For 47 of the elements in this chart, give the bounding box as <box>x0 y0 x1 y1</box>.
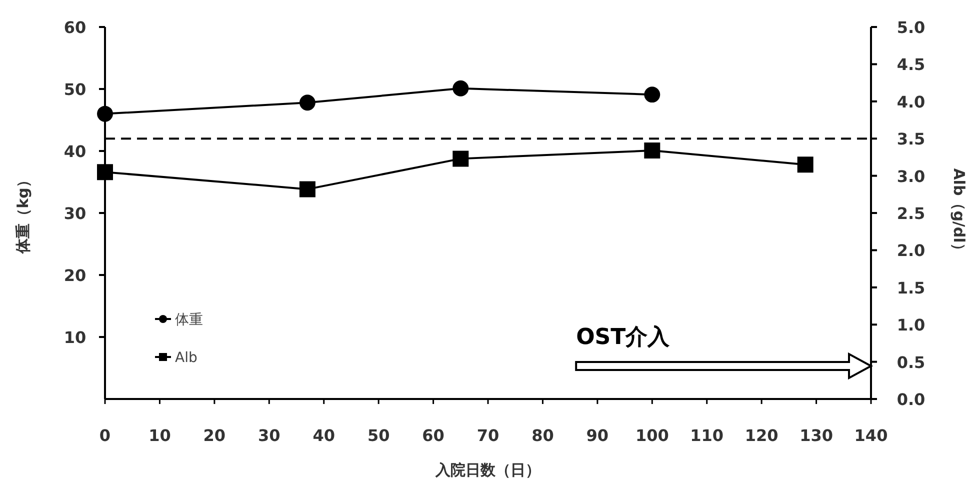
y-tick-label: 60 <box>64 18 86 37</box>
y2-tick-label: 0.5 <box>896 352 926 372</box>
x-tick-label: 60 <box>422 426 444 445</box>
y2-axis-title: Alb（g/dl） <box>950 168 968 258</box>
point <box>644 142 660 159</box>
point <box>97 106 113 122</box>
y2-tick-label: 1.0 <box>896 316 926 335</box>
x-tick-label: 20 <box>203 426 226 445</box>
point <box>299 181 316 198</box>
y2-tick-label: 1.5 <box>896 278 926 298</box>
y2-tick-label: 2.5 <box>896 204 926 223</box>
legend-label: Alb <box>175 350 198 366</box>
y2-tick-label: 4.5 <box>896 55 926 74</box>
legend-label: 体重 <box>175 312 203 328</box>
annotation: OST介入 <box>576 325 671 350</box>
x-tick-label: 100 <box>635 426 669 445</box>
point <box>644 86 660 103</box>
x-tick-label: 80 <box>532 426 554 445</box>
y-tick-label: 10 <box>64 328 86 347</box>
x-tick-label: 120 <box>744 426 778 445</box>
x-tick-label: 70 <box>476 426 500 445</box>
point <box>97 164 113 180</box>
y2-tick-label: 0.0 <box>896 390 926 409</box>
x-tick-label: 40 <box>312 426 335 445</box>
x-axis-title: 入院日数（日） <box>434 461 540 479</box>
x-tick-label: 130 <box>800 426 833 445</box>
x-tick-label: 10 <box>148 426 171 445</box>
x-tick-label: 140 <box>854 426 888 445</box>
y-tick-label: 20 <box>64 266 86 285</box>
point <box>452 80 469 96</box>
x-tick-label: 0 <box>99 426 111 445</box>
y-axis-title: 体重（kg） <box>14 172 32 254</box>
y2-tick-label: 2.0 <box>896 241 926 260</box>
point <box>797 156 814 173</box>
x-tick-label: 50 <box>367 426 390 445</box>
x-tick-label: 110 <box>690 426 724 445</box>
y2-tick-label: 4.0 <box>896 92 926 112</box>
x-tick-label: 90 <box>586 426 609 445</box>
y-tick-label: 30 <box>64 204 86 223</box>
point <box>452 150 469 167</box>
y2-tick-label: 5.0 <box>896 18 926 37</box>
x-tick-label: 30 <box>258 426 280 445</box>
y2-tick-label: 3.5 <box>896 130 926 149</box>
y2-tick-label: 3.0 <box>896 166 926 186</box>
y-tick-label: 40 <box>64 142 86 161</box>
y-tick-label: 50 <box>64 80 86 99</box>
point <box>299 94 316 111</box>
